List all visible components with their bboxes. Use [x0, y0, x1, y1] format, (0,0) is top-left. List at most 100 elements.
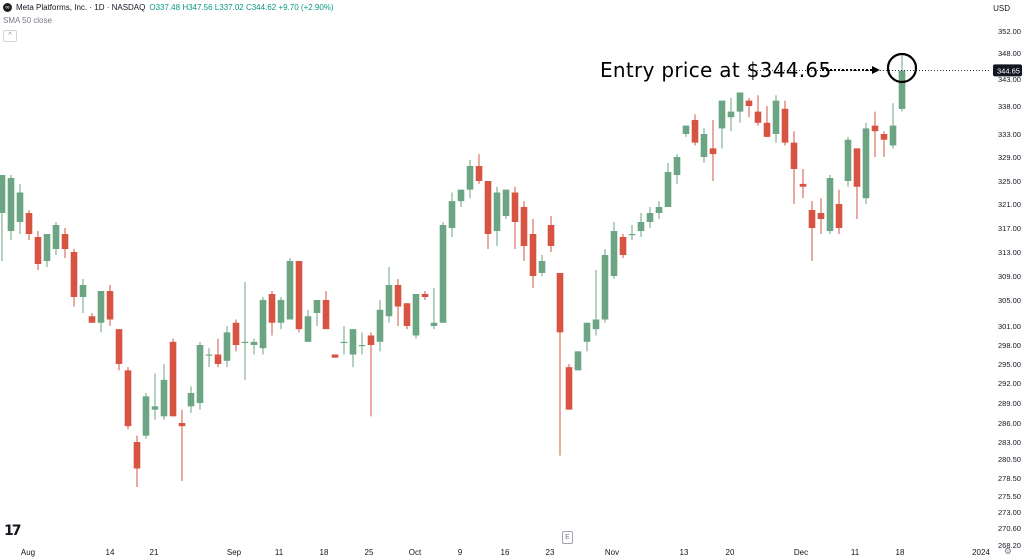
candle-body: [394, 285, 402, 307]
x-tick-label: 18: [320, 548, 329, 557]
candle: [169, 338, 177, 417]
candle-body: [421, 294, 429, 297]
x-tick-label: 16: [501, 548, 510, 557]
candle: [277, 297, 285, 330]
candle: [7, 175, 15, 240]
candle: [331, 354, 339, 358]
gear-icon[interactable]: ⚙: [1003, 546, 1012, 556]
x-tick-label: 11: [275, 548, 284, 557]
candle-body: [430, 322, 438, 326]
candle: [880, 131, 888, 157]
candle-body: [709, 148, 717, 155]
candle-body: [151, 406, 159, 410]
candle: [835, 189, 843, 234]
meta-logo-icon: ∞: [3, 3, 12, 12]
candle-body: [34, 237, 42, 264]
y-tick-label: 333.00: [998, 130, 1021, 139]
candle: [160, 364, 168, 420]
candle: [187, 386, 195, 413]
candle: [682, 125, 690, 137]
candle: [799, 169, 807, 199]
candle: [574, 351, 582, 371]
candle-body: [682, 125, 690, 134]
candle: [547, 216, 555, 252]
y-tick-label: 313.00: [998, 248, 1021, 257]
candle: [493, 186, 501, 246]
candle-body: [16, 192, 24, 222]
candle-body: [187, 393, 195, 407]
candle-body: [502, 189, 510, 216]
tradingview-logo-icon[interactable]: 17: [4, 523, 22, 539]
candle: [0, 175, 6, 261]
candle-body: [376, 309, 384, 342]
candle: [259, 297, 267, 355]
y-tick-label: 348.00: [998, 49, 1021, 58]
candle: [421, 291, 429, 300]
candle-body: [331, 354, 339, 358]
x-tick-label: 25: [365, 548, 374, 557]
candle: [601, 249, 609, 323]
candle: [268, 291, 276, 336]
candle-body: [520, 207, 528, 246]
y-tick-label: 325.00: [998, 177, 1021, 186]
y-tick-label: 280.50: [998, 455, 1021, 464]
candle-body: [619, 237, 627, 255]
candle: [52, 222, 60, 255]
currency-label[interactable]: USD: [993, 4, 1010, 13]
candle: [817, 198, 825, 234]
candle-body: [790, 142, 798, 169]
candle-body: [403, 303, 411, 326]
candle: [781, 100, 789, 146]
candle-body: [853, 148, 861, 187]
candle-body: [457, 189, 465, 202]
candle: [457, 189, 465, 207]
x-tick-label: Sep: [227, 548, 242, 557]
indicator-label[interactable]: SMA 50 close: [3, 16, 52, 25]
y-tick-label: 292.00: [998, 379, 1021, 388]
candle: [385, 267, 393, 323]
candle-body: [7, 178, 15, 231]
candle: [358, 332, 366, 355]
candle: [565, 364, 573, 410]
candle: [430, 288, 438, 330]
candle-body: [601, 255, 609, 320]
candle-body: [736, 92, 744, 112]
candle-body: [763, 122, 771, 137]
candle: [808, 201, 816, 261]
candle-body: [511, 192, 519, 222]
annotation-layer: [748, 52, 990, 84]
candle-body: [862, 128, 870, 199]
symbol-title[interactable]: Meta Platforms, Inc. · 1D · NASDAQ: [16, 3, 146, 12]
x-tick-label: 13: [680, 548, 689, 557]
candle-body: [637, 222, 645, 231]
candle: [43, 234, 51, 267]
candle: [286, 258, 294, 320]
candle-body: [475, 166, 483, 181]
candle-body: [547, 225, 555, 246]
candle: [232, 319, 240, 352]
candle: [511, 186, 519, 249]
candle-body: [349, 329, 357, 355]
candle-body: [340, 341, 348, 344]
y-tick-label: 343.00: [998, 75, 1021, 84]
candle: [826, 175, 834, 234]
candle: [862, 122, 870, 204]
high-value: H347.56: [182, 3, 213, 12]
candle-body: [655, 207, 663, 213]
candle: [727, 97, 735, 132]
earnings-marker-icon[interactable]: E: [562, 531, 573, 544]
candle-body: [835, 204, 843, 228]
candle: [745, 97, 753, 118]
candle-body: [268, 294, 276, 323]
candle-body: [124, 370, 132, 427]
candle-body: [610, 231, 618, 276]
candle-body: [466, 166, 474, 190]
candle-body: [538, 261, 546, 273]
last-price-tag: [993, 64, 1022, 77]
candle-body: [358, 345, 366, 347]
collapse-legend-button[interactable]: ^: [3, 30, 17, 42]
candle-body: [826, 178, 834, 231]
candle-body: [277, 300, 285, 323]
candle: [718, 100, 726, 149]
